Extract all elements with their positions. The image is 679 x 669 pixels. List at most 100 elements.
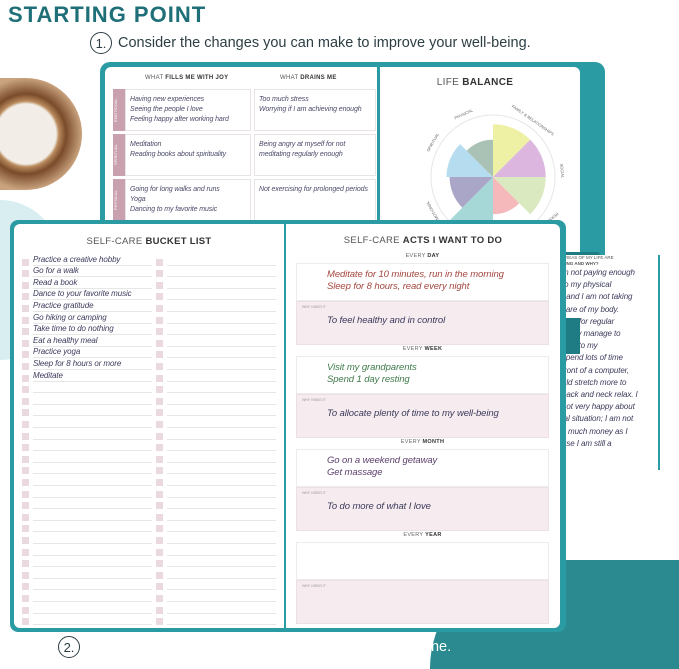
why-field[interactable]: WHY I NEED IT To feel healthy and in cont… bbox=[296, 301, 549, 345]
bucket-item[interactable] bbox=[156, 335, 276, 347]
bucket-item[interactable] bbox=[22, 579, 152, 591]
bucket-item[interactable] bbox=[22, 393, 152, 405]
checkbox[interactable] bbox=[22, 513, 29, 521]
checkbox[interactable] bbox=[22, 409, 29, 417]
checkbox[interactable] bbox=[156, 606, 163, 614]
checkbox[interactable] bbox=[156, 386, 163, 394]
bucket-item[interactable] bbox=[156, 498, 276, 510]
bucket-item[interactable]: Eat a healthy meal bbox=[22, 335, 152, 347]
checkbox[interactable] bbox=[22, 304, 29, 312]
bucket-item[interactable] bbox=[156, 451, 276, 463]
checkbox[interactable] bbox=[156, 397, 163, 405]
why-field[interactable]: WHY I NEED IT To do more of what I love bbox=[296, 487, 549, 531]
bucket-item[interactable] bbox=[156, 602, 276, 614]
bucket-item[interactable] bbox=[22, 451, 152, 463]
checkbox[interactable] bbox=[156, 351, 163, 359]
bucket-item[interactable] bbox=[22, 382, 152, 394]
checkbox[interactable] bbox=[156, 583, 163, 591]
checkbox[interactable] bbox=[156, 571, 163, 579]
checkbox[interactable] bbox=[156, 328, 163, 336]
checkbox[interactable] bbox=[22, 548, 29, 556]
checkbox[interactable] bbox=[22, 618, 29, 626]
checkbox[interactable] bbox=[22, 502, 29, 510]
bucket-item[interactable] bbox=[156, 416, 276, 428]
checkbox[interactable] bbox=[156, 270, 163, 278]
bucket-item[interactable] bbox=[156, 347, 276, 359]
bucket-item[interactable] bbox=[156, 532, 276, 544]
checkbox[interactable] bbox=[156, 432, 163, 440]
checkbox[interactable] bbox=[156, 490, 163, 498]
checkbox[interactable] bbox=[22, 420, 29, 428]
bucket-item[interactable] bbox=[156, 579, 276, 591]
checkbox[interactable] bbox=[156, 455, 163, 463]
bucket-item[interactable] bbox=[22, 567, 152, 579]
bucket-item[interactable] bbox=[156, 289, 276, 301]
bucket-item[interactable]: Read a book bbox=[22, 277, 152, 289]
bucket-item[interactable] bbox=[156, 544, 276, 556]
checkbox[interactable] bbox=[22, 525, 29, 533]
bucket-item[interactable] bbox=[156, 312, 276, 324]
bucket-item[interactable] bbox=[156, 486, 276, 498]
checkbox[interactable] bbox=[22, 258, 29, 266]
checkbox[interactable] bbox=[22, 351, 29, 359]
checkbox[interactable] bbox=[156, 536, 163, 544]
bucket-item[interactable] bbox=[22, 509, 152, 521]
checkbox[interactable] bbox=[22, 594, 29, 602]
checkbox[interactable] bbox=[22, 606, 29, 614]
bucket-item[interactable] bbox=[156, 590, 276, 602]
bucket-item[interactable] bbox=[156, 358, 276, 370]
checkbox[interactable] bbox=[156, 502, 163, 510]
checkbox[interactable] bbox=[156, 420, 163, 428]
bucket-item[interactable] bbox=[156, 266, 276, 278]
checkbox[interactable] bbox=[22, 455, 29, 463]
bucket-item[interactable] bbox=[156, 463, 276, 475]
checkbox[interactable] bbox=[22, 478, 29, 486]
bucket-item[interactable] bbox=[22, 474, 152, 486]
bucket-item[interactable]: Practice a creative hobby bbox=[22, 254, 152, 266]
acts-field[interactable]: Go on a weekend getaway Get massage bbox=[296, 449, 549, 487]
bucket-item[interactable] bbox=[156, 474, 276, 486]
bucket-item[interactable] bbox=[156, 521, 276, 533]
bucket-item[interactable] bbox=[22, 544, 152, 556]
checkbox[interactable] bbox=[156, 293, 163, 301]
checkbox[interactable] bbox=[156, 548, 163, 556]
bucket-item[interactable] bbox=[156, 567, 276, 579]
checkbox[interactable] bbox=[156, 594, 163, 602]
checkbox[interactable] bbox=[22, 467, 29, 475]
checkbox[interactable] bbox=[22, 386, 29, 394]
checkbox[interactable] bbox=[22, 362, 29, 370]
why-field[interactable]: WHY I NEED IT To allocate plenty of time … bbox=[296, 394, 549, 438]
checkbox[interactable] bbox=[22, 490, 29, 498]
bucket-item[interactable] bbox=[156, 556, 276, 568]
bucket-item[interactable] bbox=[156, 509, 276, 521]
checkbox[interactable] bbox=[22, 293, 29, 301]
checkbox[interactable] bbox=[22, 316, 29, 324]
bucket-item[interactable] bbox=[156, 382, 276, 394]
bucket-item[interactable] bbox=[22, 614, 152, 626]
why-field[interactable]: WHY I NEED IT bbox=[296, 580, 549, 624]
bucket-item[interactable]: Go for a walk bbox=[22, 266, 152, 278]
bucket-item[interactable]: Meditate bbox=[22, 370, 152, 382]
bucket-item[interactable] bbox=[22, 498, 152, 510]
bucket-item[interactable] bbox=[156, 440, 276, 452]
checkbox[interactable] bbox=[156, 409, 163, 417]
bucket-item[interactable] bbox=[22, 463, 152, 475]
acts-field[interactable] bbox=[296, 542, 549, 580]
checkbox[interactable] bbox=[156, 316, 163, 324]
checkbox[interactable] bbox=[22, 432, 29, 440]
bucket-item[interactable] bbox=[156, 370, 276, 382]
bucket-item[interactable] bbox=[22, 486, 152, 498]
bucket-item[interactable] bbox=[22, 590, 152, 602]
bucket-item[interactable] bbox=[156, 324, 276, 336]
checkbox[interactable] bbox=[156, 281, 163, 289]
checkbox[interactable] bbox=[22, 328, 29, 336]
checkbox[interactable] bbox=[156, 618, 163, 626]
bucket-item[interactable] bbox=[156, 254, 276, 266]
checkbox[interactable] bbox=[156, 374, 163, 382]
checkbox[interactable] bbox=[22, 270, 29, 278]
checkbox[interactable] bbox=[156, 513, 163, 521]
checkbox[interactable] bbox=[22, 571, 29, 579]
bucket-item[interactable] bbox=[156, 393, 276, 405]
bucket-item[interactable]: Dance to your favorite music bbox=[22, 289, 152, 301]
bucket-item[interactable] bbox=[156, 300, 276, 312]
